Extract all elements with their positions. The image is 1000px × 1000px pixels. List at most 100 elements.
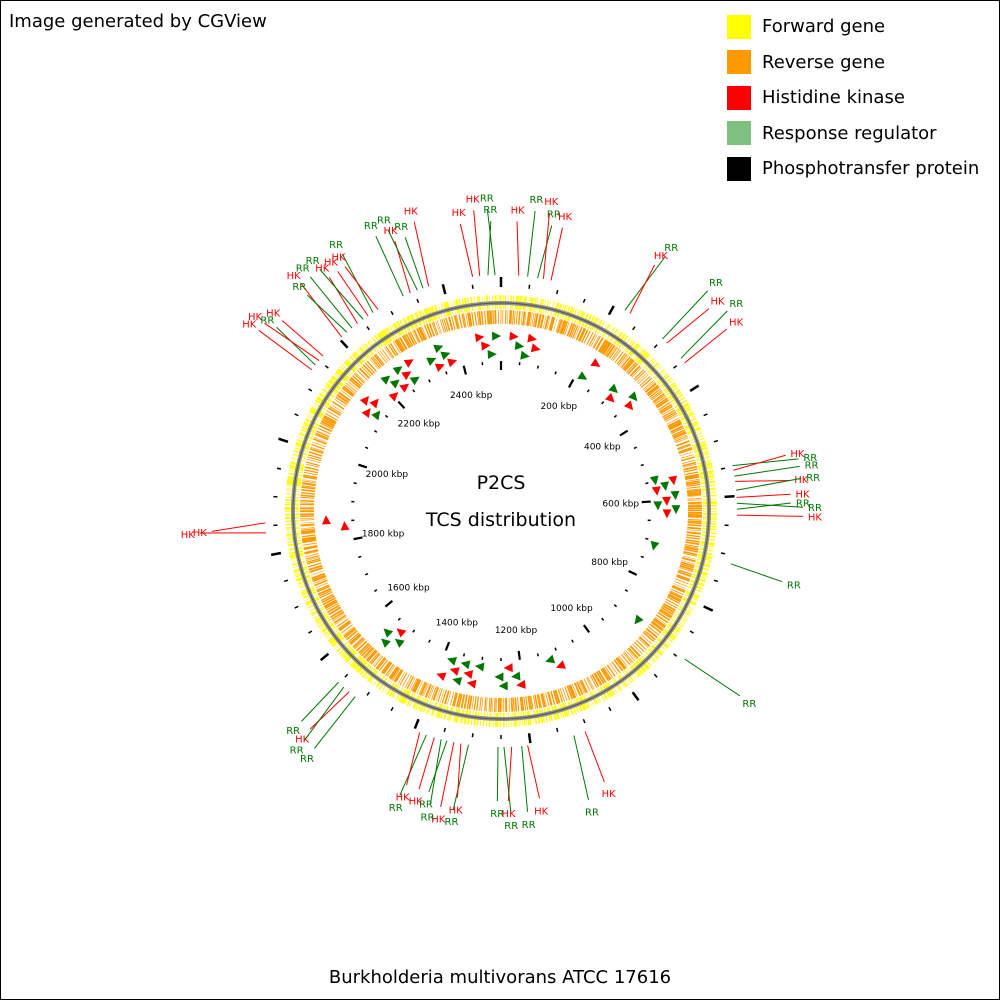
feature-callout-line — [309, 691, 350, 730]
reverse-gene-mark — [473, 696, 477, 711]
reverse-gene-mark — [581, 329, 589, 343]
inner-ruler-tick — [640, 555, 644, 559]
reverse-gene-mark — [679, 567, 693, 573]
outer-ruler-tick — [555, 727, 559, 733]
reverse-gene-mark — [687, 495, 702, 497]
reverse-gene-mark — [306, 559, 321, 565]
feature-callout-line — [404, 237, 424, 289]
reverse-gene-mark — [344, 384, 356, 394]
reverse-gene-mark — [377, 658, 387, 670]
reverse-gene-mark — [575, 326, 583, 341]
reverse-gene-mark — [515, 310, 518, 325]
reverse-gene-mark — [323, 599, 337, 608]
reverse-gene-mark — [431, 322, 438, 336]
reverse-gene-mark — [300, 519, 315, 521]
inner-ruler-tick — [567, 379, 575, 388]
reverse-gene-mark — [386, 664, 396, 677]
reverse-gene-mark — [306, 458, 321, 464]
reverse-gene-mark — [462, 313, 467, 328]
inner-ruler-tick — [582, 624, 591, 633]
reverse-gene-mark — [677, 444, 692, 451]
rr-callout-label: RR — [796, 499, 810, 510]
feature-callout-line — [375, 235, 404, 297]
feature-callout-line — [573, 735, 590, 801]
reverse-gene-mark — [300, 522, 315, 524]
reverse-gene-mark — [560, 320, 567, 335]
reverse-gene-mark — [452, 692, 457, 707]
reverse-gene-mark — [677, 443, 691, 450]
reverse-gene-mark — [646, 384, 659, 395]
reverse-gene-mark — [538, 694, 542, 708]
reverse-gene-mark — [669, 591, 683, 600]
reverse-gene-mark — [686, 483, 701, 487]
reverse-gene-mark — [370, 653, 381, 665]
reverse-gene-mark — [597, 670, 607, 684]
hk-callout-label: HK — [795, 490, 810, 501]
reverse-gene-mark — [306, 556, 320, 561]
histidine-kinase-glyph — [474, 333, 485, 343]
feature-callout-line — [281, 320, 324, 357]
reverse-gene-mark — [622, 652, 633, 664]
feature-callout-line — [684, 658, 741, 697]
reverse-gene-mark — [379, 350, 389, 362]
feature-callout-line — [527, 745, 541, 799]
reverse-gene-mark — [412, 330, 419, 344]
reverse-gene-mark — [687, 499, 702, 501]
reverse-gene-mark — [401, 335, 411, 349]
reverse-gene-mark — [684, 545, 699, 549]
reverse-gene-mark — [682, 555, 697, 560]
reverse-gene-mark — [315, 432, 329, 440]
reverse-gene-mark — [687, 521, 702, 525]
reverse-gene-mark — [668, 421, 682, 430]
inner-ruler-tick — [353, 536, 363, 541]
outer-ruler-tick — [703, 605, 714, 612]
reverse-gene-mark — [383, 662, 393, 675]
histidine-kinase-glyph — [530, 343, 541, 353]
reverse-gene-mark — [447, 316, 454, 331]
rr-callout-label: RR — [803, 453, 817, 464]
reverse-gene-mark — [641, 634, 652, 645]
feature-callout-line — [680, 310, 728, 359]
reverse-gene-mark — [359, 644, 371, 656]
inner-ruler-tick — [645, 482, 649, 485]
response-regulator-glyph — [628, 391, 638, 402]
rr-callout-label: RR — [296, 264, 310, 275]
legend-label-response-regulator: Response regulator — [762, 122, 937, 144]
reverse-gene-mark — [366, 650, 378, 662]
rr-callout-label: RR — [290, 745, 304, 756]
reverse-gene-mark — [638, 636, 651, 647]
reverse-gene-mark — [394, 339, 404, 353]
response-regulator-glyph — [474, 662, 485, 672]
reverse-gene-mark — [588, 333, 597, 347]
legend-item-forward-gene: Forward gene — [727, 9, 979, 45]
reverse-gene-mark — [675, 578, 689, 585]
feature-callout-line — [503, 746, 512, 813]
inner-ruler-tick — [613, 414, 618, 418]
reverse-gene-mark — [546, 316, 551, 330]
inner-ruler-tick — [364, 572, 369, 576]
histidine-kinase-glyph — [447, 358, 458, 368]
rr-callout-label: RR — [664, 243, 678, 254]
inner-ruler-tick — [601, 401, 605, 405]
reverse-gene-mark — [305, 461, 320, 467]
inner-ruler-tick — [554, 647, 557, 651]
reverse-gene-mark — [321, 418, 336, 427]
reverse-gene-mark — [682, 463, 697, 468]
reverse-gene-mark — [490, 697, 493, 712]
reverse-gene-mark — [589, 675, 598, 688]
response-regulator-glyph — [671, 505, 681, 515]
histidine-kinase-glyph — [662, 509, 672, 519]
reverse-gene-mark — [393, 669, 403, 682]
response-regulator-glyph — [670, 490, 680, 501]
reverse-gene-mark — [432, 686, 440, 701]
reverse-gene-mark — [672, 584, 686, 592]
response-regulator-glyph — [389, 379, 400, 389]
reverse-gene-mark — [614, 351, 624, 364]
reverse-gene-mark — [673, 583, 687, 590]
reverse-gene-mark — [488, 310, 491, 325]
reverse-gene-mark — [543, 693, 548, 707]
reverse-gene-mark — [635, 639, 647, 651]
reverse-gene-mark — [303, 471, 318, 476]
histidine-kinase-glyph — [623, 400, 634, 411]
